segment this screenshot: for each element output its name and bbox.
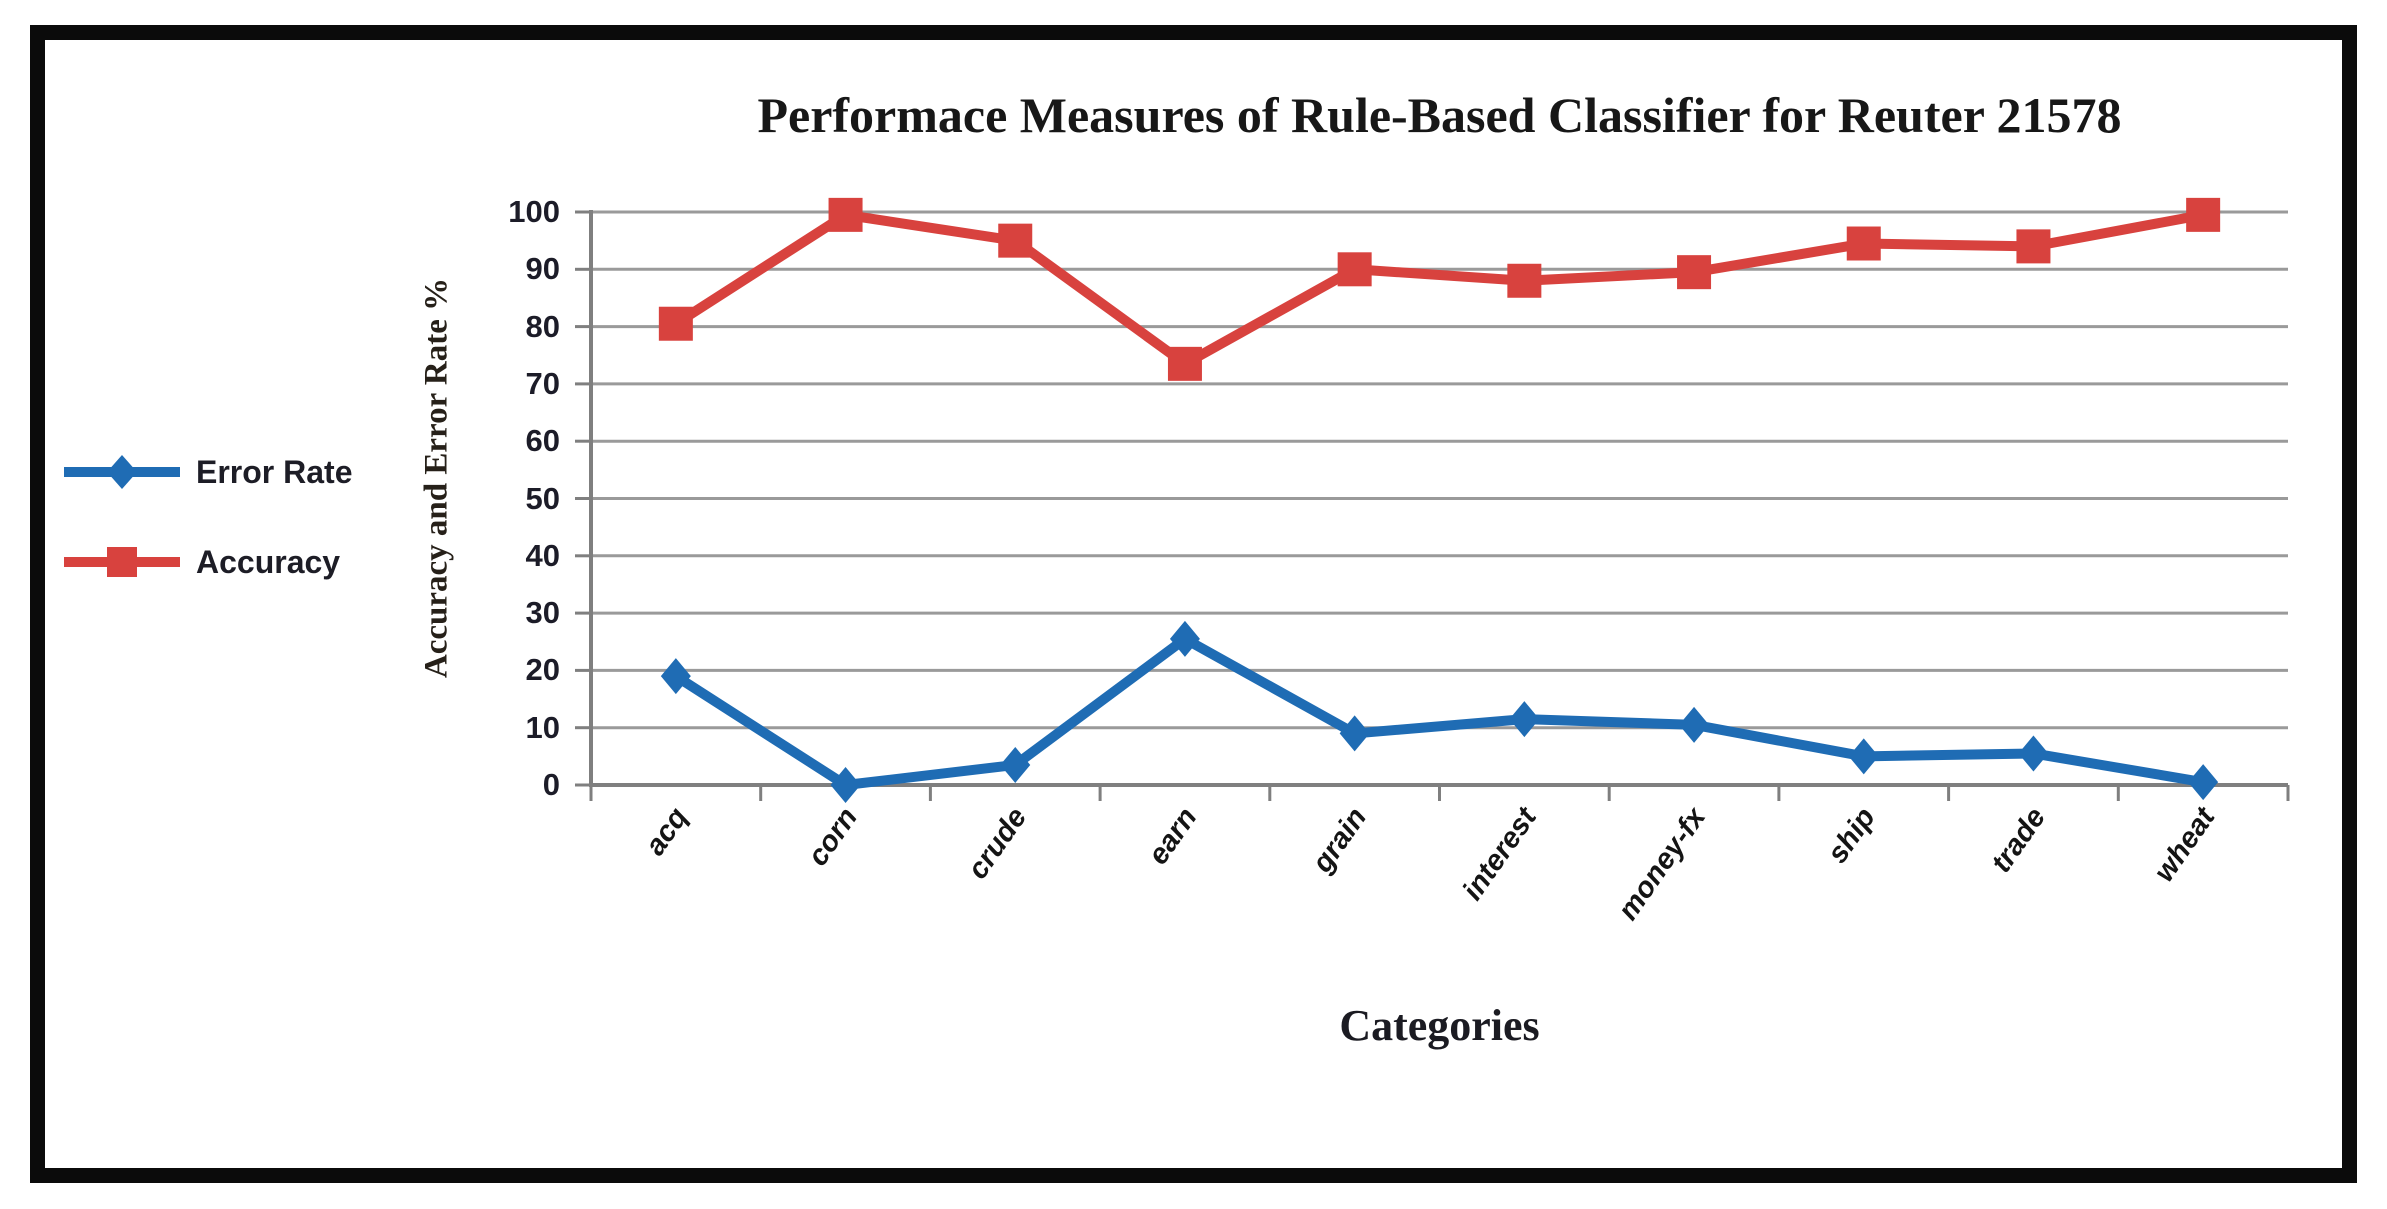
marker-square-acq [658,306,693,341]
series-line-error-rate [673,633,2204,790]
marker-diamond-crude [1000,746,1031,783]
series-line-accuracy [673,209,2205,369]
y-tick-label-10: 10 [525,709,560,745]
marker-diamond-earn [1169,620,1200,657]
y-tick-label-40: 40 [525,537,560,573]
marker-diamond-wheat [2188,764,2219,801]
marker-diamond-interest [1509,701,1540,738]
y-tick-label-80: 80 [525,308,560,344]
y-tick-label-0: 0 [542,767,560,802]
x-axis-title: Categories [1339,1001,1540,1050]
accuracy-line-marker-icon [64,547,180,577]
y-tick-label-30: 30 [525,595,560,631]
y-tick-label-100: 100 [508,194,560,229]
marker-square-interest [1507,263,1542,298]
marker-square-wheat [2186,197,2221,232]
error-rate-line-marker-icon [64,455,180,489]
marker-diamond-ship [1848,738,1879,775]
marker-square-trade [2016,229,2051,264]
chart-title: Performace Measures of Rule-Based Classi… [757,87,2122,143]
marker-diamond-grain [1339,715,1370,752]
legend-marker-square [107,547,137,577]
y-tick-label-20: 20 [525,652,560,688]
legend-item-error-rate: Error Rate [62,448,353,496]
y-tick-label-50: 50 [525,480,560,516]
marker-square-corn [828,197,863,232]
marker-square-earn [1167,346,1202,381]
y-tick-label-90: 90 [525,251,560,287]
marker-diamond-corn [830,767,861,803]
marker-square-ship [1846,226,1881,261]
legend: Error Rate Accuracy [62,448,353,628]
legend-item-accuracy: Accuracy [62,538,353,586]
marker-diamond-acq [660,658,691,695]
marker-square-crude [998,223,1033,258]
legend-label-accuracy: Accuracy [196,543,341,580]
legend-marker-diamond [107,455,137,489]
marker-diamond-money-fx [1679,706,1710,743]
chart-border-frame [30,25,2357,1183]
marker-square-money-fx [1677,255,1712,290]
y-tick-label-60: 60 [525,423,560,459]
y-tick-label-70: 70 [525,365,560,401]
marker-square-grain [1337,252,1372,287]
marker-diamond-trade [2018,735,2049,772]
legend-label-error-rate: Error Rate [196,453,353,490]
